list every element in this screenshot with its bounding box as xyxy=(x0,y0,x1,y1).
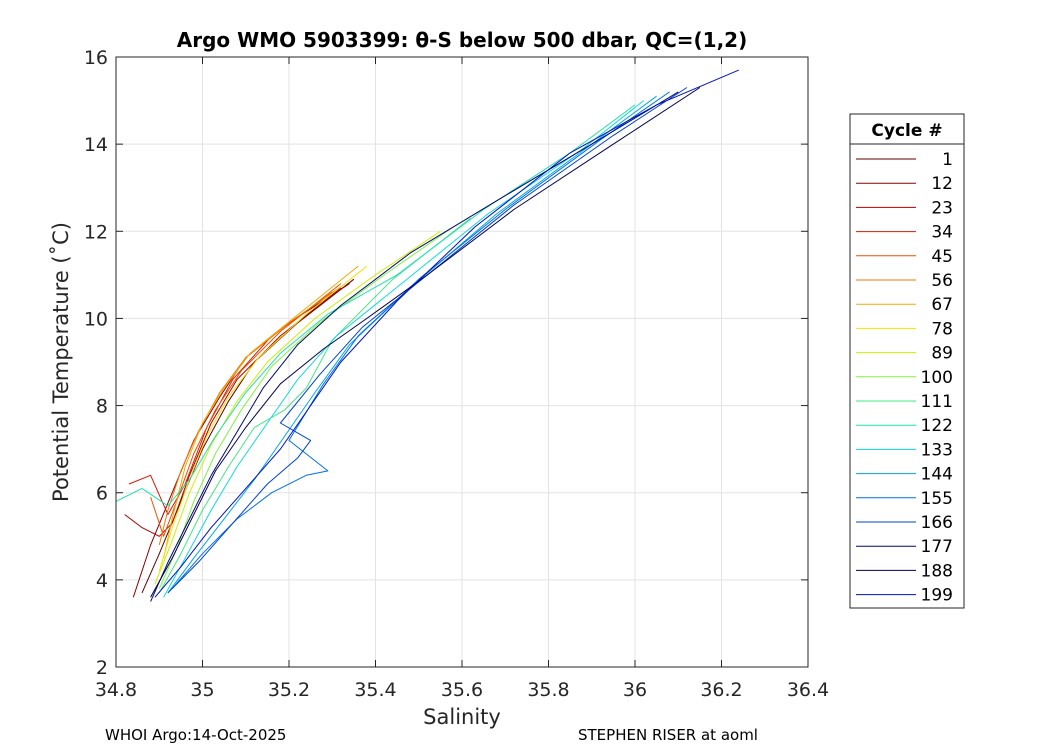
x-axis-ticks: 34.8 35 35.2 35.4 35.6 35.8 36 36.2 36.4 xyxy=(95,57,829,701)
y-tick-label: 8 xyxy=(96,396,108,418)
legend-label-23: 23 xyxy=(931,198,953,218)
legend-label-12: 12 xyxy=(931,174,953,194)
legend-label-100: 100 xyxy=(921,368,953,388)
legend-label-34: 34 xyxy=(931,223,953,243)
legend-label-155: 155 xyxy=(921,489,953,509)
legend-label-166: 166 xyxy=(921,513,953,533)
legend-label-89: 89 xyxy=(931,344,953,364)
series-line-cycle-34 xyxy=(128,291,333,515)
footer-right: STEPHEN RISER at aoml xyxy=(578,726,758,744)
series-line-cycle-89 xyxy=(154,230,441,585)
legend-label-56: 56 xyxy=(931,271,953,291)
legend-label-144: 144 xyxy=(921,465,953,485)
legend-label-1: 1 xyxy=(942,150,953,170)
series-line-cycle-166 xyxy=(167,87,688,594)
series-line-cycle-177 xyxy=(150,91,679,602)
chart-title: Argo WMO 5903399: θ-S below 500 dbar, QC… xyxy=(177,28,747,52)
legend-label-78: 78 xyxy=(931,319,953,339)
legend-box xyxy=(849,113,965,609)
legend-label-67: 67 xyxy=(931,295,953,315)
x-tick-label: 36 xyxy=(623,679,647,701)
series-line-cycle-67 xyxy=(163,265,359,559)
legend-label-45: 45 xyxy=(931,247,953,267)
x-tick-label: 34.8 xyxy=(95,679,137,701)
y-tick-label: 6 xyxy=(96,483,108,505)
series-line-cycle-199 xyxy=(154,69,739,598)
footer-left: WHOI Argo:14-Oct-2025 xyxy=(105,726,287,744)
series-line-cycle-100 xyxy=(158,226,454,589)
x-tick-label: 35.6 xyxy=(441,679,483,701)
y-tick-label: 16 xyxy=(84,47,108,69)
y-tick-label: 14 xyxy=(84,134,108,156)
legend-title: Cycle # xyxy=(871,121,942,141)
legend-label-177: 177 xyxy=(921,537,953,557)
series-line-cycle-78 xyxy=(158,265,368,572)
grid-lines xyxy=(115,56,809,668)
series-line-cycle-111 xyxy=(158,217,471,594)
y-tick-label: 12 xyxy=(84,221,108,243)
series-line-cycle-45 xyxy=(150,283,342,537)
legend: Cycle # 1 12 23 34 45 56 67 78 89 100 111 122 133 144… xyxy=(849,113,965,609)
series-line-cycle-133 xyxy=(163,100,645,598)
series-line-cycle-188 xyxy=(150,87,701,598)
series-line-cycle-1 xyxy=(141,278,355,594)
y-axis-label: Potential Temperature (˚C) xyxy=(49,222,73,502)
y-tick-label: 4 xyxy=(96,570,108,592)
legend-label-111: 111 xyxy=(921,392,953,412)
legend-entries: 1 12 23 34 45 56 67 78 89 100 111 122 133 144 155 166 17… xyxy=(856,150,953,606)
legend-label-133: 133 xyxy=(921,440,953,460)
x-tick-label: 35 xyxy=(190,679,214,701)
y-axis-ticks: 2 4 6 8 10 12 14 16 xyxy=(84,47,808,679)
legend-label-122: 122 xyxy=(921,416,953,436)
legend-label-199: 199 xyxy=(921,586,953,606)
legend-label-188: 188 xyxy=(921,561,953,581)
x-tick-label: 36.2 xyxy=(700,679,742,701)
y-tick-label: 2 xyxy=(96,657,108,679)
series-line-cycle-155 xyxy=(171,91,670,589)
x-axis-label: Salinity xyxy=(423,705,501,729)
y-tick-label: 10 xyxy=(84,308,108,330)
x-tick-label: 35.4 xyxy=(354,679,396,701)
series-group xyxy=(115,69,739,602)
x-tick-label: 35.2 xyxy=(268,679,310,701)
x-tick-label: 36.4 xyxy=(787,679,829,701)
x-tick-label: 35.8 xyxy=(527,679,569,701)
series-line-cycle-144 xyxy=(167,95,657,594)
